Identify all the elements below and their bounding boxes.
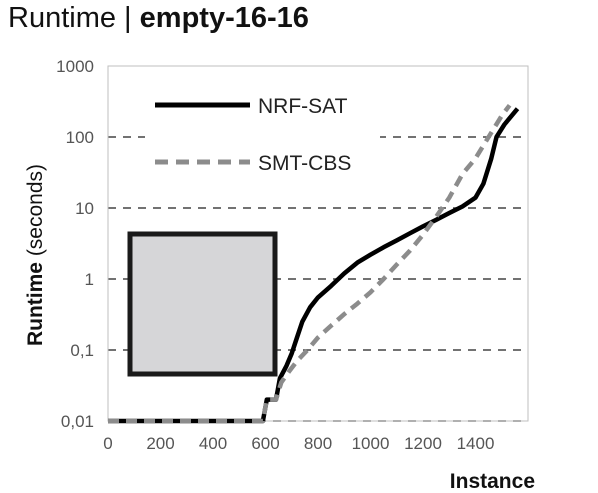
x-tick-label: 200 <box>146 434 174 453</box>
legend-label: SMT-CBS <box>258 152 351 175</box>
y-axis-title: Runtime (seconds) <box>24 164 47 346</box>
x-tick-label: 0 <box>103 434 112 453</box>
series-line-smt-cbs <box>108 103 512 424</box>
y-tick-label: 0,01 <box>61 412 94 431</box>
x-axis-ticks: 0 200 400 600 800 1000 1200 1400 <box>103 434 494 453</box>
series-lines <box>108 103 520 424</box>
legend: NRF-SAT SMT-CBS <box>155 95 351 175</box>
y-tick-label: 10 <box>75 199 94 218</box>
chart-title-separator: | <box>116 2 140 34</box>
x-tick-label: 400 <box>199 434 227 453</box>
legend-label: NRF-SAT <box>258 95 348 118</box>
chart-title-bold: empty-16-16 <box>139 2 309 34</box>
x-tick-label: 1400 <box>457 434 495 453</box>
x-tick-label: 1000 <box>352 434 390 453</box>
x-tick-label: 1200 <box>404 434 442 453</box>
x-tick-label: 600 <box>251 434 279 453</box>
y-tick-label: 1 <box>85 270 94 289</box>
series-line-nrf-sat <box>108 107 520 424</box>
x-axis-title: Instance <box>450 470 535 493</box>
chart-title-plain: Runtime <box>8 2 116 34</box>
x-tick-label: 800 <box>304 434 332 453</box>
y-tick-label: 100 <box>66 128 94 147</box>
y-tick-label: 1000 <box>56 57 94 76</box>
plot-area-frame <box>107 65 529 422</box>
y-axis-title-plain: (seconds) <box>24 164 47 262</box>
y-tick-label: 0,1 <box>70 341 94 360</box>
y-axis-ticks: 0,01 0,1 1 10 100 1000 <box>56 57 94 431</box>
image-placeholder-frame <box>127 231 278 377</box>
y-axis-title-bold: Runtime <box>24 262 47 346</box>
chart-title: Runtime | empty-16-16 <box>8 2 309 35</box>
